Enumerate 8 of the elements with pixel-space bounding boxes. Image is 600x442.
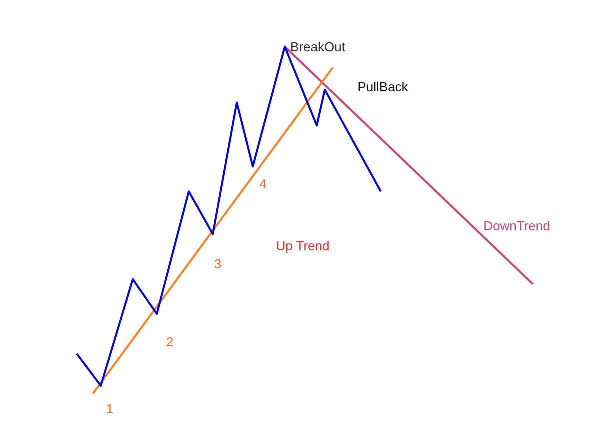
annotation: BreakOut bbox=[290, 40, 346, 55]
annotation: Up Trend bbox=[276, 238, 330, 254]
annotation: 4 bbox=[259, 176, 267, 192]
annotation: PullBack bbox=[358, 80, 409, 95]
text: 1 bbox=[106, 402, 114, 417]
annotation: 2 bbox=[166, 334, 174, 350]
annotation: 3 bbox=[214, 256, 222, 272]
annotation: DownTrend bbox=[484, 218, 550, 234]
